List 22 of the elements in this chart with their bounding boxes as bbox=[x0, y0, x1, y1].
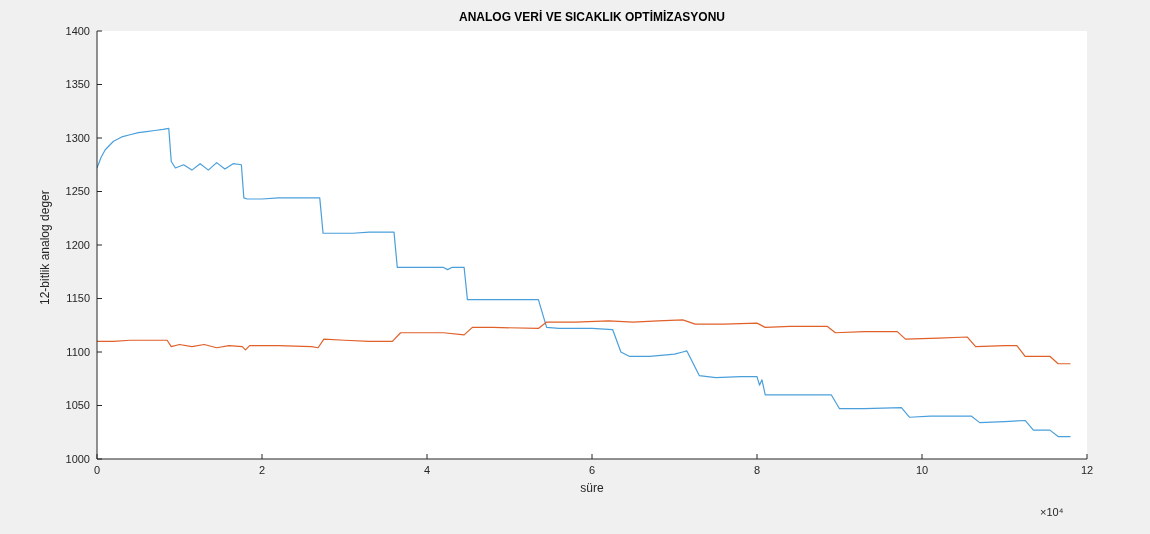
y-tick-label: 1100 bbox=[66, 345, 90, 358]
x-tick-label: 2 bbox=[258, 463, 266, 476]
x-tick-label: 10 bbox=[915, 463, 929, 476]
x-tick-label: 4 bbox=[423, 463, 431, 476]
y-tick-label: 1000 bbox=[65, 452, 90, 465]
y-axis-title: 12-bitlik analog deger bbox=[38, 190, 53, 305]
line-series bbox=[97, 319, 1072, 365]
y-tick-label: 1250 bbox=[65, 185, 90, 198]
y-tick-label: 1150 bbox=[66, 292, 90, 305]
y-tick-label: 1350 bbox=[65, 78, 90, 91]
y-tick-label: 1050 bbox=[65, 399, 90, 412]
y-tick-label: 1300 bbox=[65, 131, 90, 144]
x-tick-label: 6 bbox=[588, 463, 596, 476]
line-series bbox=[97, 127, 1072, 438]
x-tick-label: 8 bbox=[753, 463, 761, 476]
x-tick-label: 0 bbox=[93, 463, 101, 476]
x-tick-label: 12 bbox=[1080, 463, 1094, 476]
y-tick-label: 1200 bbox=[65, 238, 90, 251]
y-tick-label: 1400 bbox=[65, 24, 90, 37]
chart-title: ANALOG VERİ VE SICAKLIK OPTİMİZASYONU bbox=[458, 10, 726, 24]
text: ×10⁴ bbox=[1040, 506, 1064, 518]
x-axis-title: süre bbox=[580, 481, 604, 495]
